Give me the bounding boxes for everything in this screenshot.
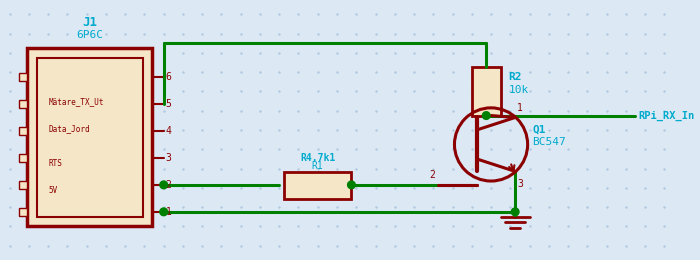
Bar: [27, 48, 152, 226]
Text: Q1: Q1: [533, 125, 546, 135]
Text: 1: 1: [166, 207, 172, 217]
Text: 5: 5: [166, 99, 172, 109]
Text: Data_Jord: Data_Jord: [48, 125, 90, 134]
Text: 6P6C: 6P6C: [76, 30, 103, 41]
Text: 6: 6: [166, 72, 172, 82]
Text: R2: R2: [508, 72, 522, 82]
Bar: [20, 181, 27, 189]
Text: 2: 2: [429, 170, 435, 180]
Circle shape: [160, 208, 167, 216]
Text: RTS: RTS: [48, 159, 62, 168]
Text: R1: R1: [312, 161, 323, 171]
Bar: [20, 154, 27, 162]
Text: 1: 1: [517, 103, 523, 113]
Bar: [20, 127, 27, 135]
Circle shape: [482, 112, 490, 119]
Circle shape: [511, 208, 519, 216]
Bar: [20, 100, 27, 108]
Bar: [20, 208, 27, 216]
Text: 5V: 5V: [48, 186, 57, 195]
Text: BC547: BC547: [533, 136, 566, 147]
Text: 2: 2: [166, 180, 172, 190]
Circle shape: [348, 181, 356, 189]
Text: Mätare_TX_Ut: Mätare_TX_Ut: [48, 98, 104, 107]
Text: 10k: 10k: [508, 85, 528, 95]
Bar: [472, 67, 500, 115]
Text: R4.7k1: R4.7k1: [300, 153, 335, 163]
Bar: [20, 73, 27, 81]
Text: RPi_RX_In: RPi_RX_In: [638, 110, 694, 121]
Text: 3: 3: [517, 179, 523, 189]
Text: 3: 3: [166, 153, 172, 163]
Bar: [36, 58, 143, 217]
Text: J1: J1: [82, 16, 97, 29]
Bar: [284, 172, 351, 199]
Text: 4: 4: [166, 126, 172, 136]
Circle shape: [160, 181, 167, 189]
